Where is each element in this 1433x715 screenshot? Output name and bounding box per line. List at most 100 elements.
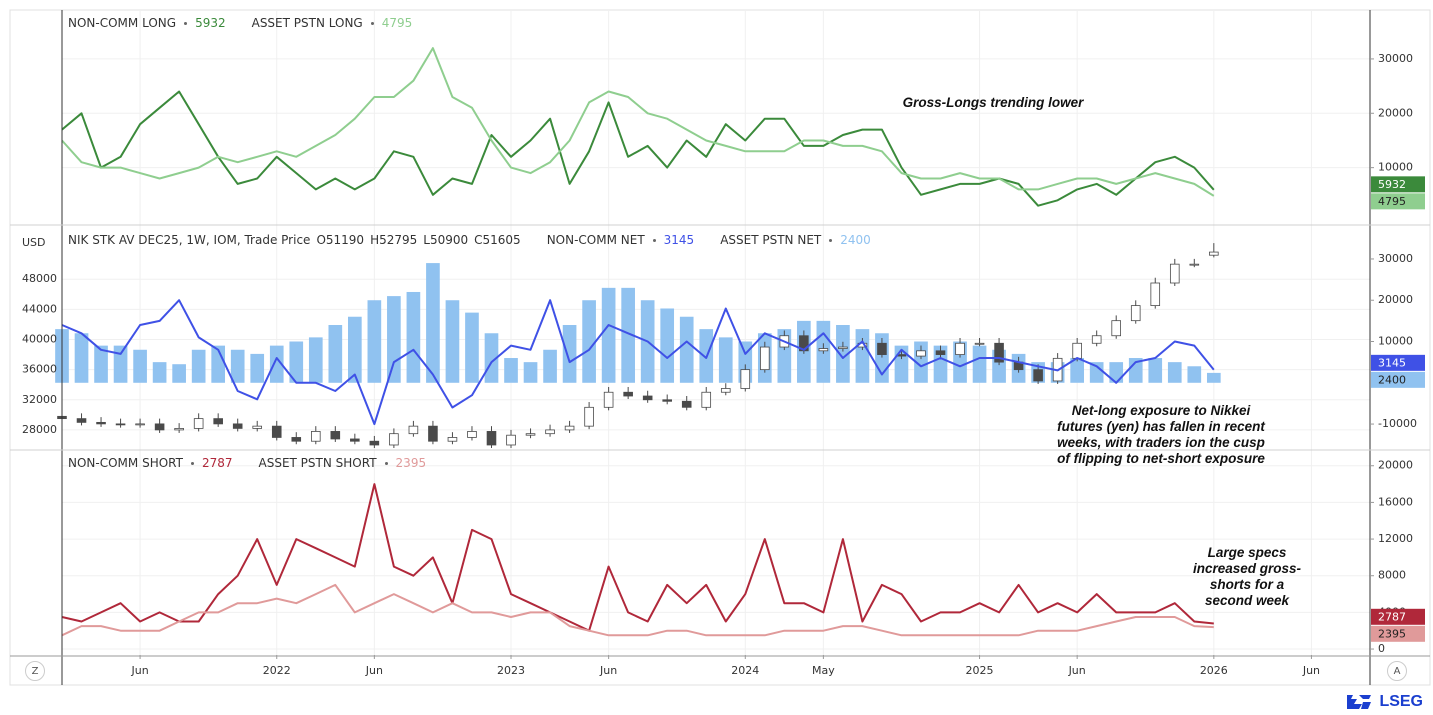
y-tick-label: 10000: [1378, 161, 1413, 174]
y-tick-label: 44000: [22, 302, 57, 315]
legend-name: NON-COMM LONG: [68, 16, 177, 30]
candle-body: [545, 429, 555, 435]
x-tick-label: Jun: [599, 664, 617, 677]
candle-body: [213, 418, 223, 425]
y-unit: USD: [22, 236, 46, 249]
legend-name: ASSET PSTN LONG: [251, 16, 363, 30]
candle-body: [271, 425, 282, 438]
bar: [191, 349, 206, 383]
bar: [113, 345, 128, 383]
bar: [426, 263, 440, 383]
candle-body: [994, 342, 1004, 363]
brand-text: LSEG: [1379, 693, 1423, 710]
candle-body: [96, 421, 106, 425]
value-box-label: 5932: [1378, 178, 1406, 191]
candle-body: [408, 425, 419, 435]
candle-body: [584, 406, 594, 427]
candle-body: [603, 391, 614, 408]
bar: [445, 300, 460, 383]
brand: LSEG: [1345, 693, 1423, 711]
legend-ohlc: H52795: [370, 233, 418, 247]
candle-body: [1111, 320, 1122, 337]
legend-name: NON-COMM SHORT: [68, 456, 183, 470]
candle-body: [662, 399, 672, 402]
bar: [328, 324, 343, 383]
candle-body: [76, 418, 87, 423]
legend: NON-COMM LONG 5932 ASSET PSTN LONG 4795: [68, 16, 412, 30]
bar: [660, 308, 675, 383]
candle-body: [1072, 342, 1082, 359]
candle-body: [486, 431, 497, 446]
candle-body: [291, 437, 302, 442]
bar: [94, 345, 108, 383]
annotation: Large specs increased gross-shorts for a…: [1192, 545, 1302, 608]
y-tick-label: 12000: [1378, 532, 1413, 545]
candle-body: [564, 425, 575, 431]
value-box-label: 4795: [1378, 195, 1406, 208]
candle-body: [740, 369, 751, 389]
legend-value: 2787: [201, 456, 233, 470]
candle-body: [1033, 369, 1043, 382]
bar: [133, 349, 147, 383]
legend-name: ASSET PSTN NET: [720, 233, 822, 247]
candle-body: [232, 423, 243, 429]
grid: [62, 10, 1370, 655]
candle-body: [174, 428, 184, 431]
legend-dot: [184, 21, 188, 25]
candle-body: [389, 433, 399, 446]
y-tick-label: 16000: [1378, 495, 1413, 508]
legend-value: 2395: [395, 456, 427, 470]
legend-ohlc: L50900: [423, 233, 469, 247]
y2-tick-label: 10000: [1378, 335, 1413, 348]
line: [61, 90, 1215, 207]
bar: [1167, 362, 1182, 383]
bar: [172, 364, 186, 383]
bar: [1148, 358, 1163, 383]
x-tick-label: Jun: [1302, 664, 1320, 677]
candle-body: [1130, 305, 1141, 322]
candle-body: [1169, 263, 1180, 284]
candle-body: [135, 423, 145, 426]
y-tick-label: 8000: [1378, 569, 1406, 582]
candle-body: [720, 388, 731, 393]
candle-body: [760, 346, 770, 371]
bar: [465, 312, 479, 383]
legend-name: ASSET PSTN SHORT: [258, 456, 377, 470]
bar: [1187, 366, 1202, 383]
y-tick-label: 28000: [22, 423, 57, 436]
bar: [836, 324, 850, 383]
candle-body: [1209, 251, 1219, 256]
bar: [1206, 372, 1221, 383]
y2-tick-label: -10000: [1378, 417, 1417, 430]
x-tick-label: Jun: [1068, 664, 1086, 677]
legend-value: 5932: [195, 16, 226, 30]
value-box: [1371, 193, 1425, 210]
legend-dot: [652, 238, 656, 242]
y2-tick-label: 30000: [1378, 252, 1413, 265]
value-box-label: 3145: [1378, 356, 1406, 369]
y-tick-label: 40000: [22, 333, 57, 346]
candle-body: [916, 350, 926, 357]
button[interactable]: A: [1387, 661, 1407, 681]
candle-body: [1150, 282, 1161, 307]
annotation: Gross-Longs trending lower: [902, 95, 1084, 110]
x-tick-label: 2025: [966, 664, 994, 677]
bar: [406, 291, 421, 383]
legend-dot: [190, 461, 194, 465]
bar: [1070, 358, 1084, 383]
bar: [269, 345, 284, 383]
legend-value: 4795: [381, 16, 413, 30]
candle-body: [506, 434, 516, 446]
button[interactable]: Z: [25, 661, 45, 681]
legend-ohlc: O51190: [316, 233, 365, 247]
value-box: [1371, 354, 1425, 371]
y-tick-label: 36000: [22, 363, 57, 376]
legend-name: NIK STK AV DEC25, 1W, IOM, Trade Price: [68, 233, 311, 247]
bar: [1089, 362, 1104, 383]
line: [61, 583, 1214, 637]
bar: [348, 316, 362, 383]
y-tick-label: 0: [1378, 642, 1385, 655]
legend-name: NON-COMM NET: [546, 233, 645, 247]
bar: [523, 362, 538, 383]
